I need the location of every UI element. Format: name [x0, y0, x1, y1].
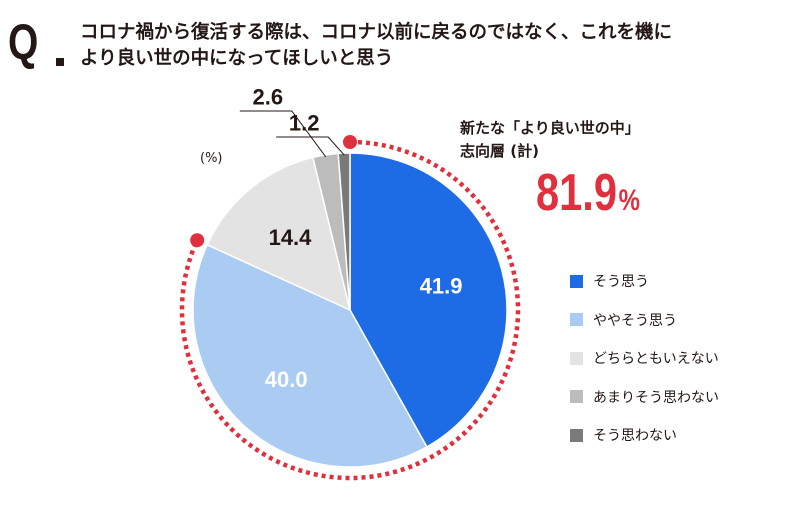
- question-line-2: より良い世の中になってほしいと思う: [80, 48, 394, 69]
- legend-label: ややそう思う: [593, 312, 677, 329]
- callout-total: 81.9%: [536, 163, 640, 223]
- legend: そう思うややそう思うどちらともいえない あまりそう思わない そう思わない: [570, 262, 719, 455]
- highlight-arc-start-dot: [343, 135, 357, 149]
- legend-label: そう思わない: [593, 428, 677, 445]
- data-label-2: 40.0: [265, 367, 308, 392]
- legend-item-2: ややそう思う: [570, 301, 719, 340]
- legend-swatch: [570, 274, 583, 288]
- callout-total-unit: %: [618, 184, 640, 217]
- legend-item-4: あまりそう思わない: [570, 378, 719, 417]
- leader-line-4: [239, 110, 327, 158]
- data-label-5: 1.2: [289, 111, 320, 136]
- legend-swatch: [570, 390, 583, 404]
- legend-item-3: どちらともいえない: [570, 339, 719, 378]
- data-label-1: 41.9: [420, 274, 463, 299]
- data-label-3: 14.4: [269, 225, 313, 250]
- legend-label: そう思う: [593, 274, 649, 291]
- legend-label: どちらともいえない: [593, 351, 719, 368]
- leader-line-5: [276, 136, 345, 156]
- legend-label: あまりそう思わない: [593, 389, 719, 406]
- callout-label: 新たな「より良い世の中」 志向層 (計): [460, 117, 640, 163]
- legend-item-5: そう思わない: [570, 416, 719, 455]
- pie-slice-5: [337, 152, 351, 311]
- question-marker: Q: [8, 14, 38, 70]
- question-marker-dot: [56, 58, 64, 66]
- callout-total-value: 81.9: [536, 164, 617, 222]
- unit-label: (%): [200, 151, 223, 166]
- highlight-arc: [179, 139, 521, 481]
- legend-swatch: [570, 428, 583, 442]
- data-label-4: 2.6: [253, 85, 284, 110]
- pie-slice-2: [192, 243, 428, 468]
- legend-item-1: そう思う: [570, 262, 719, 301]
- question-text: コロナ禍から復活する際は、コロナ以前に戻るのではなく、これを機に より良い世の中…: [80, 20, 792, 72]
- callout-line-2: 志向層 (計): [460, 142, 539, 160]
- legend-swatch: [570, 351, 583, 365]
- pie-slice-3: [206, 156, 352, 312]
- highlight-arc-end-dot: [190, 233, 205, 248]
- question-line-1: コロナ禍から復活する際は、コロナ以前に戻るのではなく、これを機に: [80, 22, 673, 43]
- pie-slice-1: [349, 152, 508, 448]
- callout-line-1: 新たな「より良い世の中」: [460, 119, 640, 137]
- legend-swatch: [570, 313, 583, 327]
